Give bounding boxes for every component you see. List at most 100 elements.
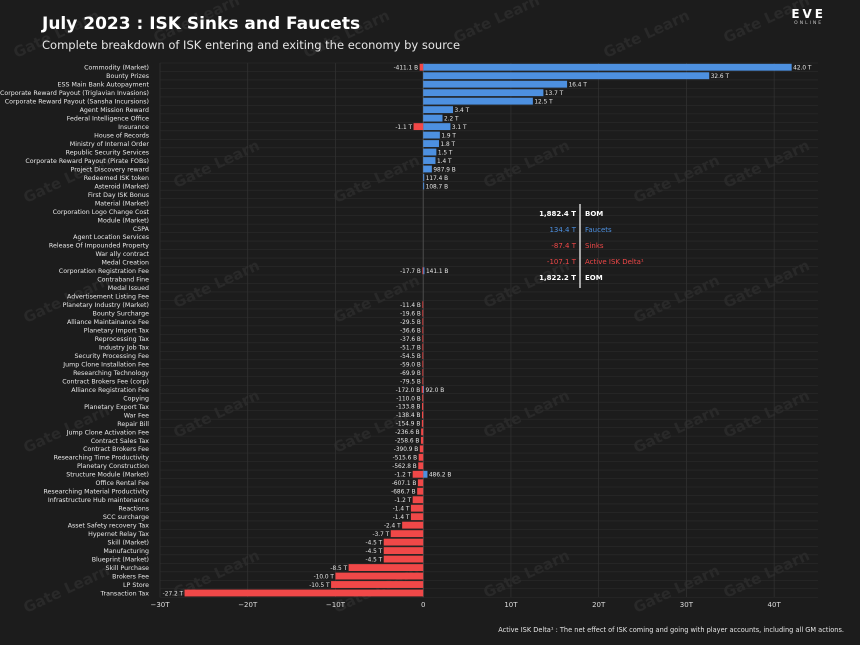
chart-title: July 2023 : ISK Sinks and Faucets (42, 14, 361, 34)
summary-value: 1,822.2 T (539, 274, 576, 282)
sink-bar (413, 123, 424, 131)
category-label: Redeemed ISK token (84, 175, 149, 182)
sink-value-label: -59.0 B (400, 362, 421, 368)
category-label: Project Discovery reward (71, 166, 149, 173)
sink-value-label: -51.7 B (400, 345, 421, 351)
sink-bar (410, 504, 424, 512)
sink-value-label: -686.7 B (391, 490, 416, 496)
sink-bar (421, 428, 424, 436)
faucet-bar (423, 182, 425, 190)
category-label: House of Records (94, 132, 149, 139)
sink-bar (422, 403, 424, 410)
sink-bar (383, 547, 424, 555)
faucet-value-label: 3.1 T (452, 125, 467, 131)
sink-bar (402, 521, 424, 529)
category-label: Skill Purchase (106, 565, 150, 572)
sink-bar (412, 470, 424, 478)
sink-value-label: -79.5 B (400, 379, 421, 385)
faucet-bar (423, 63, 792, 71)
sink-value-label: -4.5 T (366, 549, 383, 555)
sink-bar (420, 436, 424, 444)
logo-sub: ONLINE (794, 21, 824, 26)
sink-bar (410, 513, 424, 521)
category-label: Corporation Registration Fee (59, 268, 149, 275)
sink-value-label: -411.1 B (394, 66, 419, 72)
faucet-value-label: 1.9 T (441, 133, 456, 139)
summary-value: -87.4 T (551, 242, 576, 250)
logo-brand: EVE (791, 7, 826, 21)
category-label: Jump Clone Installation Fee (62, 361, 149, 368)
sink-bar (422, 309, 424, 317)
category-label: Contract Brokers Fee (corp) (62, 378, 149, 385)
sink-bar (422, 360, 424, 368)
sink-bar (417, 479, 424, 487)
faucet-value-label: 42.0 T (793, 66, 812, 72)
faucet-bar (423, 131, 440, 139)
category-label: Infrastructure Hub maintenance (48, 497, 149, 504)
sink-value-label: -562.8 B (392, 464, 417, 470)
category-label: Researching Technology (73, 370, 149, 377)
sink-bar (422, 352, 424, 359)
sink-value-label: -10.5 T (309, 583, 330, 589)
sink-value-label: -4.5 T (366, 540, 383, 546)
category-label: Alliance Maintainance Fee (67, 319, 149, 326)
category-label: LP Store (123, 582, 149, 589)
category-label: Planetary Export Tax (84, 404, 149, 411)
faucet-value-label: 92.0 B (426, 388, 445, 394)
sink-value-label: -8.5 T (330, 566, 347, 572)
faucet-bar (423, 123, 451, 131)
sink-value-label: -154.9 B (396, 422, 421, 428)
faucet-value-label: 1.5 T (438, 150, 453, 156)
sink-value-label: -36.6 B (400, 328, 421, 334)
category-label: Corporate Reward Payout (Sansha Incursio… (5, 99, 149, 106)
summary-value: 1,882.4 T (539, 210, 576, 218)
category-label: Blueprint (Market) (92, 556, 149, 563)
category-label: Planetary Import Tax (84, 328, 149, 335)
sink-value-label: -607.1 B (392, 481, 417, 487)
sink-bar (421, 411, 424, 419)
faucet-value-label: 117.4 B (426, 176, 448, 182)
category-label: Brokers Fee (112, 573, 149, 580)
sink-bar (422, 326, 424, 334)
category-label: Researching Material Productivity (43, 489, 149, 496)
faucet-bar (423, 386, 425, 393)
category-label: Reactions (118, 506, 149, 513)
sink-value-label: -1.4 T (393, 515, 410, 521)
sink-bar (422, 377, 424, 385)
x-tick-label: −10T (326, 601, 346, 609)
category-label: Bounty Surcharge (93, 311, 150, 318)
category-label: Asset Safety recovery Tax (68, 523, 150, 530)
sink-bar (390, 530, 424, 538)
sink-value-label: -29.5 B (400, 320, 421, 326)
sink-value-label: -515.6 B (393, 456, 418, 462)
category-label: War ally contract (95, 251, 149, 258)
sink-bar (417, 487, 424, 495)
sink-value-label: -258.6 B (395, 439, 420, 445)
category-label: Ministry of Internal Order (70, 141, 150, 148)
category-label: War Fee (124, 412, 149, 419)
sink-value-label: -172.0 B (396, 388, 421, 394)
sink-value-label: -54.5 B (400, 354, 421, 360)
summary-value: 134.4 T (549, 226, 576, 234)
faucet-value-label: 3.4 T (455, 108, 470, 114)
faucet-value-label: 1.8 T (440, 142, 455, 148)
category-label: Corporation Logo Change Cost (53, 209, 150, 216)
category-label: Asteroid (Market) (94, 183, 149, 190)
faucet-bar (423, 97, 533, 105)
sink-bar (419, 445, 424, 453)
sink-value-label: -27.2 T (163, 591, 184, 597)
faucet-bar (423, 106, 454, 114)
category-label: Reprocessing Tax (95, 336, 150, 343)
category-label: Transaction Tax (100, 590, 150, 597)
faucet-bar (423, 470, 428, 478)
category-label: Commodity (Market) (84, 65, 149, 72)
faucet-value-label: 108.7 B (426, 184, 448, 190)
faucet-bar (423, 89, 544, 97)
category-label: Industry Job Tax (99, 344, 149, 351)
faucet-bar (423, 174, 425, 181)
eve-online-logo: EVE ONLINE (791, 8, 826, 27)
sink-bar (421, 419, 424, 427)
faucet-value-label: 12.5 T (534, 99, 553, 105)
sink-value-label: -110.0 B (396, 396, 421, 402)
category-label: Contraband Fine (97, 277, 149, 284)
